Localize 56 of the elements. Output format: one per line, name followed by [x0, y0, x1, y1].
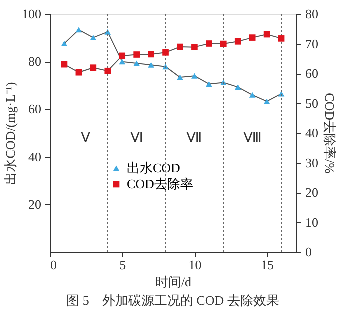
point — [220, 40, 227, 48]
point — [61, 61, 68, 68]
x-tick-label: 0 — [50, 258, 57, 272]
point — [206, 81, 212, 87]
point — [104, 68, 112, 74]
caption: 图 5 外加碳源工况的 COD 去除效果 — [66, 293, 280, 308]
x-tick-label: 15 — [261, 258, 274, 272]
annotation: Ⅵ — [130, 130, 144, 146]
y-tick-label: 60 — [28, 102, 42, 117]
y2-tick-label: 40 — [306, 126, 318, 140]
point — [206, 40, 212, 47]
y2-tick-label: 0 — [306, 244, 312, 260]
point — [177, 44, 184, 50]
y2-tick-label: 50 — [306, 96, 318, 111]
y-tick-label: 100 — [22, 6, 42, 22]
y2-tick-label: 80 — [306, 6, 318, 22]
y-tick-label: 80 — [28, 54, 42, 70]
point — [134, 60, 140, 66]
y2-tick-label: 70 — [306, 36, 318, 52]
point — [119, 52, 126, 60]
y-tick-label: 40 — [28, 149, 42, 164]
legend-label: COD去除率 — [127, 176, 194, 192]
annotation: Ⅴ — [81, 130, 92, 146]
annotation: Ⅷ — [244, 130, 262, 146]
point — [177, 74, 184, 80]
y2-axis-title: COD去除率/% — [322, 93, 338, 174]
point — [249, 92, 256, 98]
legend-label: 出水COD — [127, 160, 180, 176]
point — [234, 38, 242, 45]
point — [90, 35, 97, 41]
point — [119, 59, 126, 65]
y2-tick-label: 10 — [306, 214, 318, 230]
point — [76, 69, 82, 76]
point — [134, 52, 140, 58]
annotation: Ⅶ — [186, 130, 203, 146]
point — [264, 98, 270, 104]
point — [192, 73, 198, 79]
point — [61, 41, 68, 46]
point — [278, 36, 285, 42]
y2-tick-label: 30 — [306, 155, 318, 170]
y2-tick-label: 20 — [306, 185, 318, 200]
point — [148, 51, 154, 58]
point — [162, 50, 169, 56]
x-tick-label: 10 — [188, 258, 202, 272]
y-tick-label: 20 — [28, 196, 42, 212]
point — [90, 64, 97, 72]
point — [264, 31, 270, 38]
y2-tick-label: 60 — [306, 66, 318, 81]
point — [249, 34, 256, 41]
point — [234, 84, 242, 90]
point — [192, 44, 198, 50]
y-axis-title: 出水COD/(mg·L⁻¹) — [3, 82, 18, 185]
point — [148, 62, 154, 68]
x-tick-label: 5 — [120, 258, 126, 272]
point — [76, 27, 82, 33]
x-axis-title: 时间/d — [155, 274, 192, 290]
